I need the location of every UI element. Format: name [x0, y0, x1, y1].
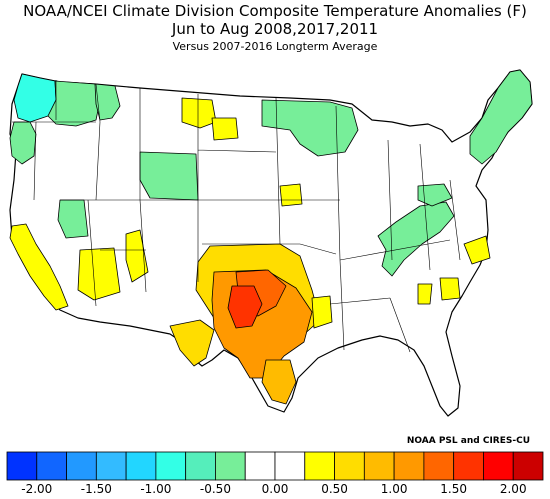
colorbar — [6, 451, 544, 481]
colorbar-ticks: -2.00 -1.50 -1.00 -0.50 0.00 0.50 1.00 1.50 2.00 — [0, 482, 550, 498]
colorbar-swatch — [36, 451, 67, 481]
colorbar-swatch — [66, 451, 97, 481]
colorbar-tick-label: -0.50 — [199, 482, 231, 496]
colorbar-swatch — [363, 451, 395, 481]
colorbar-swatch — [244, 451, 276, 481]
nm-anomaly — [125, 229, 149, 283]
tx-peak-anomaly — [227, 285, 263, 329]
map-credit: NOAA PSL and CIRES-CU — [406, 436, 530, 446]
new-england-anomaly — [469, 69, 533, 165]
nd-west-anomaly — [211, 117, 239, 141]
or-coast-anomaly — [9, 121, 37, 165]
map-subtitle: Jun to Aug 2008,2017,2011 — [171, 20, 379, 38]
wy-co-anomaly — [139, 151, 199, 201]
colorbar-tick-label: 0.00 — [261, 482, 289, 496]
ca-anomaly — [9, 223, 69, 311]
tx-west-anomaly — [169, 319, 215, 367]
colorbar-tick-label: -2.00 — [21, 482, 53, 496]
colorbar-swatch — [215, 451, 246, 481]
mt-central-anomaly — [181, 97, 217, 129]
id-mt-anomaly — [94, 83, 121, 121]
ia-anomaly — [279, 183, 303, 207]
colorbar-swatch — [483, 451, 514, 481]
colorbar-swatch — [155, 451, 187, 481]
colorbar-swatch — [304, 451, 335, 481]
nc-anomaly — [463, 235, 491, 265]
state-boundaries — [12, 80, 461, 353]
colorbar-tick-label: 1.50 — [440, 482, 468, 496]
colorbar-swatch — [6, 451, 38, 481]
colorbar-swatch — [95, 451, 127, 481]
map-title: NOAA/NCEI Climate Division Composite Tem… — [23, 2, 527, 20]
colorbar-swatch — [125, 451, 157, 481]
wa-coast-anomaly — [13, 73, 57, 123]
colorbar-swatch — [453, 451, 484, 481]
mn-wi-anomaly — [261, 99, 359, 157]
colorbar-swatch — [423, 451, 455, 481]
colorbar-tick-label: -1.00 — [140, 482, 172, 496]
map-baseline: Versus 2007-2016 Longterm Average — [172, 40, 378, 53]
colorbar-swatch — [393, 451, 425, 481]
pa-anomaly — [417, 183, 453, 207]
us-climate-division-map — [9, 69, 533, 417]
colorbar-swatch — [334, 451, 365, 481]
ga-anomaly — [417, 283, 433, 305]
colorbar-tick-label: 1.00 — [380, 482, 408, 496]
az-anomaly — [77, 247, 121, 301]
sc-ga-anomaly — [439, 277, 461, 301]
colorbar-swatch — [512, 451, 544, 481]
colorbar-tick-label: 2.00 — [499, 482, 527, 496]
appalachian-anomaly — [377, 201, 455, 277]
la-anomaly — [311, 295, 333, 329]
colorbar-tick-label: -1.50 — [80, 482, 112, 496]
tx-coast-anomaly — [261, 359, 297, 405]
colorbar-swatch — [185, 451, 216, 481]
colorbar-swatch — [274, 451, 306, 481]
colorbar-tick-label: 0.50 — [321, 482, 348, 496]
